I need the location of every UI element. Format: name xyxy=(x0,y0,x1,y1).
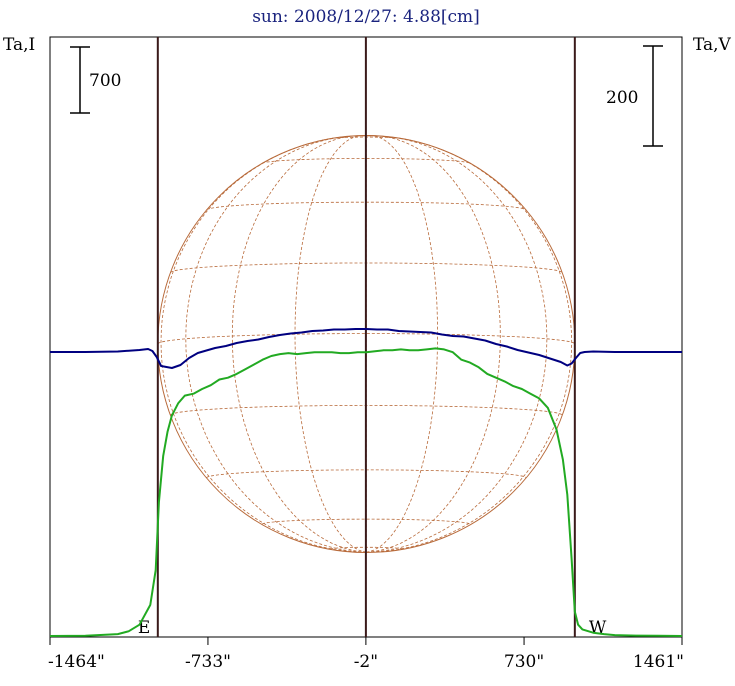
meridian-line xyxy=(366,135,501,553)
series-I-line xyxy=(49,347,683,637)
series-group xyxy=(49,328,683,637)
scale-bars: 700 200 xyxy=(70,45,663,147)
meridian-line xyxy=(160,135,367,553)
meridian-line xyxy=(185,135,367,553)
chart-title: sun: 2008/12/27: 4.88[cm] xyxy=(252,7,480,27)
x-tick-label: -2" xyxy=(354,652,378,672)
scale-bar-V-label: 200 xyxy=(606,88,638,108)
parallel-line xyxy=(261,518,471,525)
x-tick-label: 730" xyxy=(504,652,544,672)
meridian-line xyxy=(366,135,548,553)
x-tick-label: -733" xyxy=(185,652,231,672)
parallel-line xyxy=(261,157,471,164)
x-tick-label: 1461" xyxy=(633,652,684,672)
series-V-line xyxy=(50,328,682,369)
meridian-line xyxy=(294,135,367,553)
meridian-line xyxy=(366,135,573,553)
meridian-line xyxy=(231,135,367,553)
x-axis-ticks: -1464" -733" -2" 730" 1461" xyxy=(48,637,684,672)
parallel-line xyxy=(157,333,576,345)
meridian-line xyxy=(366,135,439,553)
x-tick-label: -1464" xyxy=(48,652,105,672)
east-label: E xyxy=(138,618,150,638)
left-axis-label: Ta,I xyxy=(3,35,35,55)
scale-bar-I-label: 700 xyxy=(89,71,121,91)
right-axis-label: Ta,V xyxy=(693,35,732,55)
